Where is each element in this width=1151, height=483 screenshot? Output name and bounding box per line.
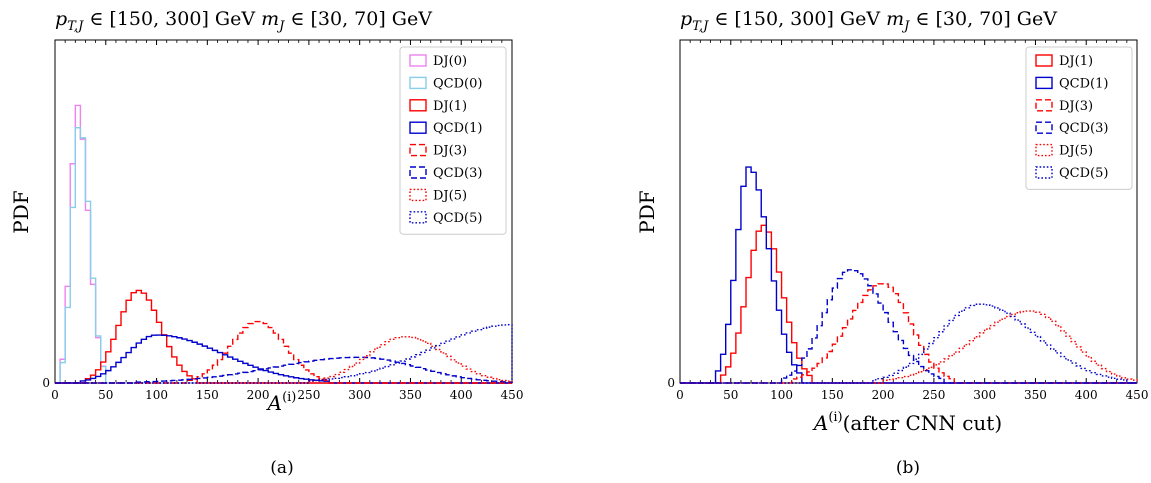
legend-swatch: [1035, 54, 1053, 67]
panel-a-title: pT,J ∈ [150, 300] GeV mJ ∈ [30, 70] GeV: [55, 8, 432, 34]
legend-label: DJ(1): [1059, 54, 1093, 69]
panel-a-legend: DJ(0) QCD(0) DJ(1) QCD(1) DJ(3) QCD(3) DJ(5) QC…: [399, 46, 507, 235]
legend-swatch: [409, 76, 427, 90]
panel-b-title: pT,J ∈ [150, 300] GeV mJ ∈ [30, 70] GeV: [680, 8, 1057, 34]
x-tick-label: 250: [297, 388, 320, 402]
legend-swatch: [409, 54, 427, 67]
legend-label: QCD(1): [1059, 76, 1108, 91]
histogram-series-qcd5: [680, 303, 1137, 384]
x-tick-label: 400: [450, 388, 473, 402]
panel-b-xlabel: A(i)(after CNN cut): [812, 410, 1002, 435]
x-tick-label: 150: [821, 388, 844, 402]
panel-a: pT,J ∈ [150, 300] GeV mJ ∈ [30, 70] GeV …: [9, 8, 523, 478]
legend-label: QCD(3): [433, 166, 482, 181]
x-tick-label: 150: [196, 388, 219, 402]
panel-a-label: (a): [270, 458, 293, 478]
panel-a-histograms: [55, 104, 513, 384]
legend-label: DJ(3): [433, 144, 467, 159]
x-tick-label: 450: [1126, 388, 1149, 402]
y-tick-label: 0: [667, 376, 675, 390]
legend-label: QCD(5): [433, 211, 482, 226]
x-tick-label: 300: [973, 388, 996, 402]
legend-swatch: [409, 143, 427, 157]
panel-a-ticks: 0 50 100 150 200 250 300 350 400 450 0: [42, 40, 523, 402]
legend-label: DJ(1): [433, 99, 467, 114]
legend-swatch: [409, 166, 427, 179]
legend-label: QCD(3): [1059, 121, 1108, 136]
legend-box: [399, 46, 507, 235]
legend-swatch: [409, 121, 427, 134]
panel-b: pT,J ∈ [150, 300] GeV mJ ∈ [30, 70] GeV …: [635, 8, 1148, 478]
histogram-series-dj1: [55, 289, 512, 384]
x-tick-label: 200: [872, 388, 895, 402]
histogram-series-dj3: [55, 320, 512, 384]
x-tick-label: 0: [51, 388, 59, 402]
x-tick-label: 300: [348, 388, 371, 402]
legend-label: DJ(5): [433, 188, 467, 203]
x-tick-label: 50: [723, 388, 738, 402]
panel-b-histograms: [680, 166, 1138, 384]
panel-a-ylabel: PDF: [9, 190, 33, 233]
legend-swatch: [1035, 166, 1053, 179]
legend-swatch: [1035, 121, 1053, 134]
x-tick-label: 100: [145, 388, 168, 402]
legend-label: QCD(1): [433, 121, 482, 136]
y-tick-label: 0: [42, 376, 50, 390]
histogram-series-qcd3: [680, 269, 1137, 384]
legend-swatch: [1035, 99, 1053, 112]
legend-label: DJ(0): [433, 54, 467, 69]
legend-label: QCD(5): [1059, 166, 1108, 181]
x-tick-label: 50: [98, 388, 113, 402]
panel-b-label: (b): [896, 458, 920, 478]
x-tick-label: 400: [1075, 388, 1098, 402]
legend-label: DJ(5): [1059, 144, 1093, 159]
panel-b-ylabel: PDF: [635, 190, 659, 233]
panel-a-xlabel: A(i): [266, 390, 297, 415]
histogram-series-dj3: [680, 283, 1137, 384]
x-tick-label: 0: [676, 388, 684, 402]
legend-label: QCD(0): [433, 76, 482, 91]
legend-swatch: [409, 211, 427, 224]
legend-swatch: [409, 188, 427, 202]
legend-swatch: [409, 99, 427, 112]
legend-label: DJ(3): [1059, 99, 1093, 114]
x-tick-label: 100: [770, 388, 793, 402]
x-tick-label: 200: [247, 388, 270, 402]
legend-swatch: [1035, 76, 1053, 90]
histogram-series-qcd1: [680, 166, 1137, 384]
histogram-series-qcd3: [55, 356, 513, 384]
legend-swatch: [1035, 143, 1053, 157]
x-tick-label: 350: [399, 388, 422, 402]
x-tick-label: 450: [501, 388, 524, 402]
panel-b-legend: DJ(1) QCD(1) DJ(3) QCD(3) DJ(5) QCD(5): [1025, 46, 1133, 190]
x-tick-label: 250: [922, 388, 945, 402]
x-tick-label: 350: [1024, 388, 1047, 402]
